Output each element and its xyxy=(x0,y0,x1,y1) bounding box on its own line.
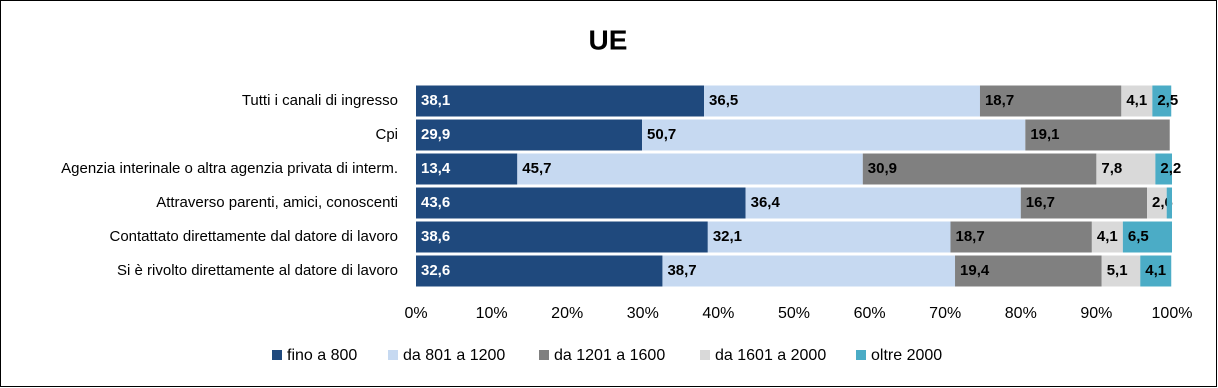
data-label: 18,7 xyxy=(955,228,984,245)
data-label: 38,1 xyxy=(421,92,450,109)
data-label: 43,6 xyxy=(421,194,450,211)
y-tick-label: Si è rivolto direttamente al datore di l… xyxy=(117,262,398,279)
data-label: 19,4 xyxy=(960,262,990,279)
data-label: 19,1 xyxy=(1030,126,1059,143)
data-label: 45,7 xyxy=(522,160,551,177)
data-label: 36,5 xyxy=(709,92,738,109)
legend-label: da 801 a 1200 xyxy=(403,347,505,364)
bar-segment xyxy=(1155,153,1172,185)
x-tick-label: 10% xyxy=(476,305,508,322)
data-label: 36,4 xyxy=(751,194,781,211)
bar-segment xyxy=(1020,187,1148,219)
legend-label: oltre 2000 xyxy=(871,347,942,364)
bar-segment xyxy=(517,153,863,185)
bar-segment xyxy=(416,221,708,253)
x-tick-label: 20% xyxy=(551,305,583,322)
data-label: 29,9 xyxy=(421,126,450,143)
bar-segment xyxy=(1121,85,1153,117)
data-label: 2,2 xyxy=(1160,160,1181,177)
bar-segment xyxy=(955,255,1102,287)
bar-segment xyxy=(862,153,1097,185)
bar-segment xyxy=(642,119,1026,151)
bar-segment xyxy=(1166,187,1172,219)
bar-segment xyxy=(416,255,663,287)
bar-segment xyxy=(1140,255,1172,287)
bar-segment xyxy=(416,187,746,219)
bar-segment xyxy=(1096,153,1156,185)
bar-segment xyxy=(1091,221,1123,253)
data-label: 6,5 xyxy=(1128,228,1149,245)
data-label: 4,1 xyxy=(1097,228,1118,245)
data-label: 2,5 xyxy=(1157,92,1178,109)
data-label: 38,6 xyxy=(421,228,450,245)
bar-segment xyxy=(745,187,1021,219)
data-label: 30,9 xyxy=(868,160,897,177)
y-tick-label: Cpi xyxy=(375,126,398,143)
data-label: 16,7 xyxy=(1026,194,1055,211)
data-label: 32,6 xyxy=(421,262,450,279)
data-label: 32,1 xyxy=(713,228,742,245)
bar-segment xyxy=(1152,85,1172,117)
bar-segment xyxy=(950,221,1092,253)
bar-segment xyxy=(707,221,951,253)
bar-segment xyxy=(704,85,980,117)
x-tick-label: 50% xyxy=(778,305,810,322)
bar-segment xyxy=(662,255,956,287)
bar-segment xyxy=(416,153,518,185)
x-tick-label: 90% xyxy=(1080,305,1112,322)
x-tick-label: 80% xyxy=(1005,305,1037,322)
chart-title: UE xyxy=(589,24,628,55)
data-label: 7,8 xyxy=(1101,160,1122,177)
legend-swatch xyxy=(388,350,398,360)
x-tick-label: 40% xyxy=(702,305,734,322)
x-tick-label: 60% xyxy=(854,305,886,322)
bar-segment xyxy=(979,85,1122,117)
data-label: 38,7 xyxy=(667,262,696,279)
x-tick-label: 70% xyxy=(929,305,961,322)
bar-segment xyxy=(416,119,643,151)
bar-segment xyxy=(1101,255,1141,287)
data-label: 50,7 xyxy=(647,126,676,143)
legend-swatch xyxy=(856,350,866,360)
data-label: 13,4 xyxy=(421,160,451,177)
data-label: 18,7 xyxy=(985,92,1014,109)
legend-swatch xyxy=(272,350,282,360)
y-tick-label: Agenzia interinale o altra agenzia priva… xyxy=(61,160,398,177)
y-tick-label: Contattato direttamente dal datore di la… xyxy=(109,228,398,245)
bar-segment xyxy=(1122,221,1172,253)
data-label: 5,1 xyxy=(1107,262,1128,279)
data-label: 4,1 xyxy=(1145,262,1166,279)
legend-label: da 1601 a 2000 xyxy=(715,347,826,364)
bar-segment xyxy=(1025,119,1170,151)
y-tick-label: Tutti i canali di ingresso xyxy=(242,92,398,109)
x-tick-label: 100% xyxy=(1152,305,1193,322)
x-tick-label: 30% xyxy=(627,305,659,322)
bar-segment xyxy=(416,85,705,117)
legend-swatch xyxy=(700,350,710,360)
y-tick-label: Attraverso parenti, amici, conoscenti xyxy=(156,194,398,211)
legend-label: fino a 800 xyxy=(287,347,357,364)
legend-label: da 1201 a 1600 xyxy=(554,347,665,364)
x-tick-label: 0% xyxy=(404,305,427,322)
legend-swatch xyxy=(539,350,549,360)
bar-segment xyxy=(1147,187,1167,219)
data-label: 4,1 xyxy=(1126,92,1147,109)
